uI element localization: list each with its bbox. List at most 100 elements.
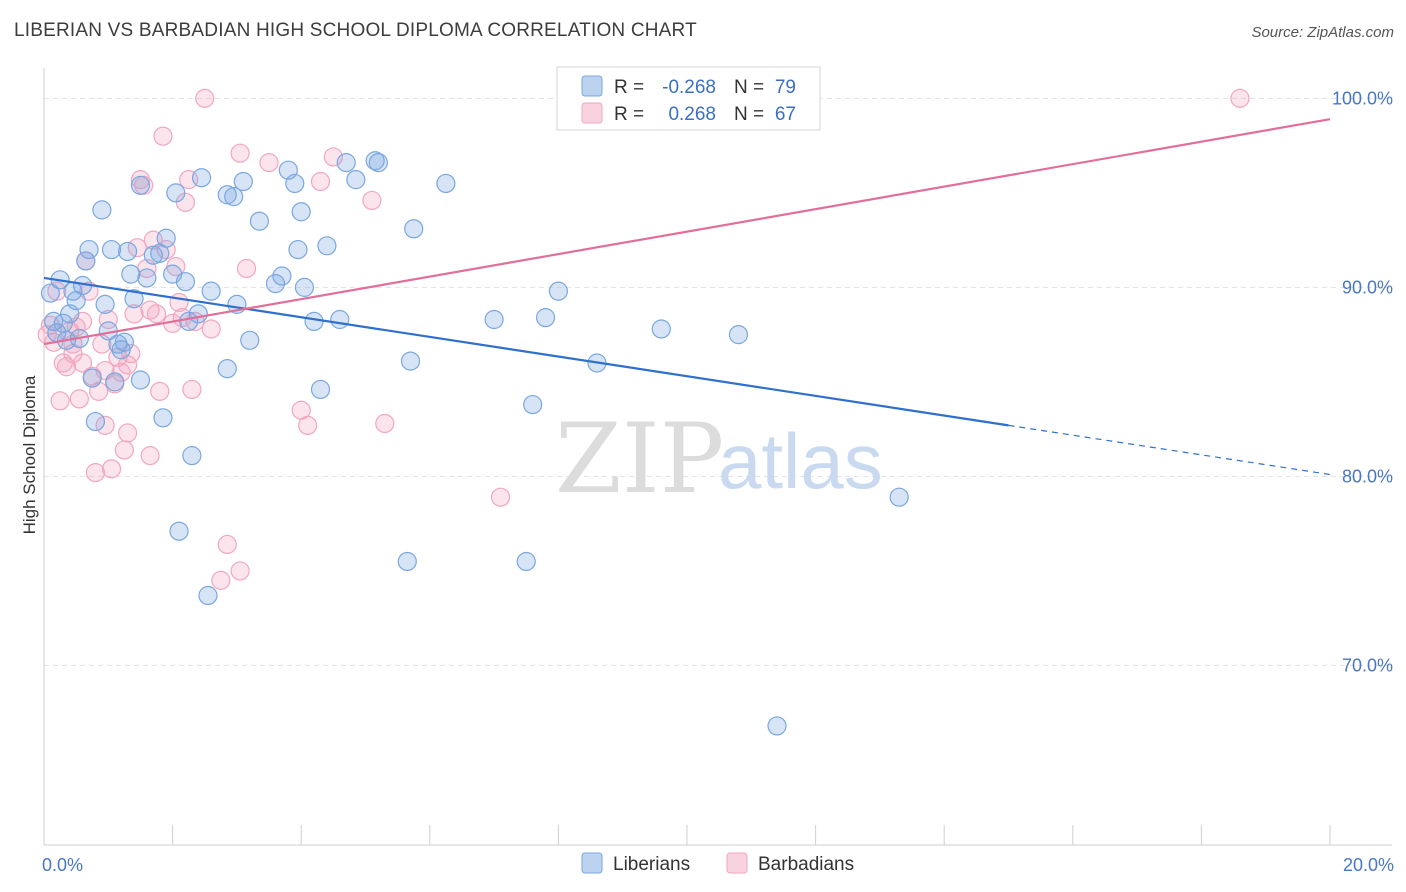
- point-barbadians-35: [150, 381, 170, 401]
- point-barbadians-36: [153, 126, 173, 146]
- x-tick-labels: 0.0% 20.0%: [42, 855, 1394, 875]
- point-barbadians-34: [146, 304, 167, 324]
- point-liberians-50: [265, 273, 286, 294]
- point-liberians-76: [728, 325, 749, 345]
- point-barbadians-49: [217, 534, 237, 555]
- point-barbadians-48: [211, 570, 231, 590]
- point-barbadians-56: [310, 171, 331, 192]
- point-liberians-41: [198, 585, 218, 606]
- point-barbadians-63: [72, 353, 93, 373]
- point-liberians-40: [191, 168, 212, 188]
- point-liberians-60: [330, 309, 350, 330]
- point-liberians-51: [272, 266, 292, 286]
- point-barbadians-52: [236, 258, 257, 279]
- chart-title: LIBERIAN VS BARBADIAN HIGH SCHOOL DIPLOM…: [14, 20, 697, 41]
- point-liberians-71: [523, 394, 543, 415]
- point-liberians-35: [169, 521, 189, 541]
- point-liberians-22: [114, 332, 134, 352]
- legend-r-label-liberians: R =: [614, 77, 644, 98]
- point-liberians-45: [224, 187, 244, 207]
- point-barbadians-66: [140, 446, 160, 466]
- trend-line-extension-liberians: [1008, 424, 1331, 476]
- watermark-atlas: atlas: [718, 417, 883, 505]
- point-liberians-59: [317, 236, 337, 256]
- bottom-legend-label-barbadians: Barbadians: [758, 854, 854, 875]
- legend-r-label-barbadians: R =: [614, 104, 644, 125]
- point-liberians-48: [240, 330, 260, 350]
- point-liberians-19: [105, 372, 125, 392]
- y-tick-label-3: 70.0%: [1342, 655, 1393, 675]
- point-liberians-34: [166, 183, 186, 203]
- x-tick-label-0: 0.0%: [42, 855, 83, 875]
- point-barbadians-24: [114, 440, 134, 460]
- points-layer: [37, 88, 1250, 736]
- point-barbadians-23: [111, 362, 131, 383]
- point-liberians-12: [79, 239, 99, 260]
- point-liberians-49: [249, 211, 270, 231]
- point-liberians-62: [346, 170, 366, 190]
- legend-swatch-liberians: [581, 75, 603, 97]
- watermark-zip: ZIP: [555, 403, 724, 515]
- y-tick-label-1: 90.0%: [1342, 277, 1393, 297]
- point-liberians-57: [304, 311, 324, 332]
- point-liberians-68: [436, 173, 456, 194]
- point-barbadians-29: [130, 170, 151, 190]
- point-barbadians-28: [127, 238, 147, 258]
- point-barbadians-53: [259, 153, 279, 173]
- point-barbadians-55: [298, 415, 318, 435]
- point-liberians-1: [44, 311, 64, 332]
- point-barbadians-46: [195, 88, 215, 108]
- point-liberians-75: [651, 319, 671, 339]
- watermark: ZIP atlas: [555, 403, 883, 515]
- point-liberians-25: [124, 289, 144, 309]
- point-barbadians-27: [124, 304, 144, 324]
- point-liberians-38: [182, 446, 202, 466]
- point-barbadians-26: [121, 343, 141, 364]
- point-liberians-53: [285, 173, 305, 194]
- point-liberians-14: [85, 411, 106, 432]
- point-liberians-65: [397, 551, 417, 572]
- point-barbadians-44: [182, 379, 202, 400]
- legend-r-value-barbadians: 0.268: [668, 104, 716, 125]
- x-tick-label-1: 20.0%: [1343, 855, 1394, 875]
- point-liberians-18: [101, 239, 122, 260]
- point-liberians-23: [117, 241, 138, 262]
- legend-r-value-liberians: -0.268: [662, 77, 716, 98]
- point-liberians-16: [95, 294, 115, 314]
- legend-n-value-barbadians: 67: [775, 104, 796, 125]
- legend: R = -0.268 N = 79 R = 0.268 N = 67: [556, 66, 821, 131]
- point-liberians-13: [82, 368, 102, 388]
- bottom-legend-swatch-liberians: [581, 852, 603, 874]
- point-liberians-56: [294, 277, 315, 297]
- point-liberians-39: [188, 304, 208, 324]
- axes: [43, 68, 1392, 846]
- point-barbadians-19: [98, 309, 118, 330]
- point-liberians-42: [201, 281, 221, 301]
- legend-swatch-barbadians: [581, 102, 603, 124]
- point-liberians-26: [130, 370, 151, 390]
- point-liberians-27: [130, 175, 151, 195]
- point-liberians-77: [767, 716, 787, 736]
- point-liberians-69: [484, 309, 504, 330]
- point-barbadians-15: [85, 463, 106, 483]
- point-barbadians-20: [101, 459, 122, 479]
- point-barbadians-4: [50, 391, 70, 411]
- point-liberians-63: [365, 151, 385, 171]
- legend-n-value-liberians: 79: [775, 77, 796, 98]
- y-tick-label-2: 80.0%: [1342, 466, 1393, 486]
- point-liberians-61: [336, 153, 356, 173]
- trend-line-barbadians: [43, 118, 1331, 346]
- point-barbadians-61: [1230, 88, 1250, 108]
- point-liberians-55: [291, 202, 311, 222]
- y-tick-label-0: 100.0%: [1332, 88, 1393, 108]
- point-liberians-31: [153, 408, 173, 428]
- point-barbadians-60: [490, 487, 511, 507]
- point-barbadians-10: [69, 389, 89, 409]
- legend-n-label-barbadians: N =: [734, 104, 764, 125]
- point-liberians-72: [535, 308, 556, 328]
- point-liberians-66: [400, 351, 421, 371]
- point-barbadians-51: [230, 143, 250, 163]
- bottom-legend-label-liberians: Liberians: [613, 854, 690, 875]
- point-barbadians-59: [375, 413, 395, 434]
